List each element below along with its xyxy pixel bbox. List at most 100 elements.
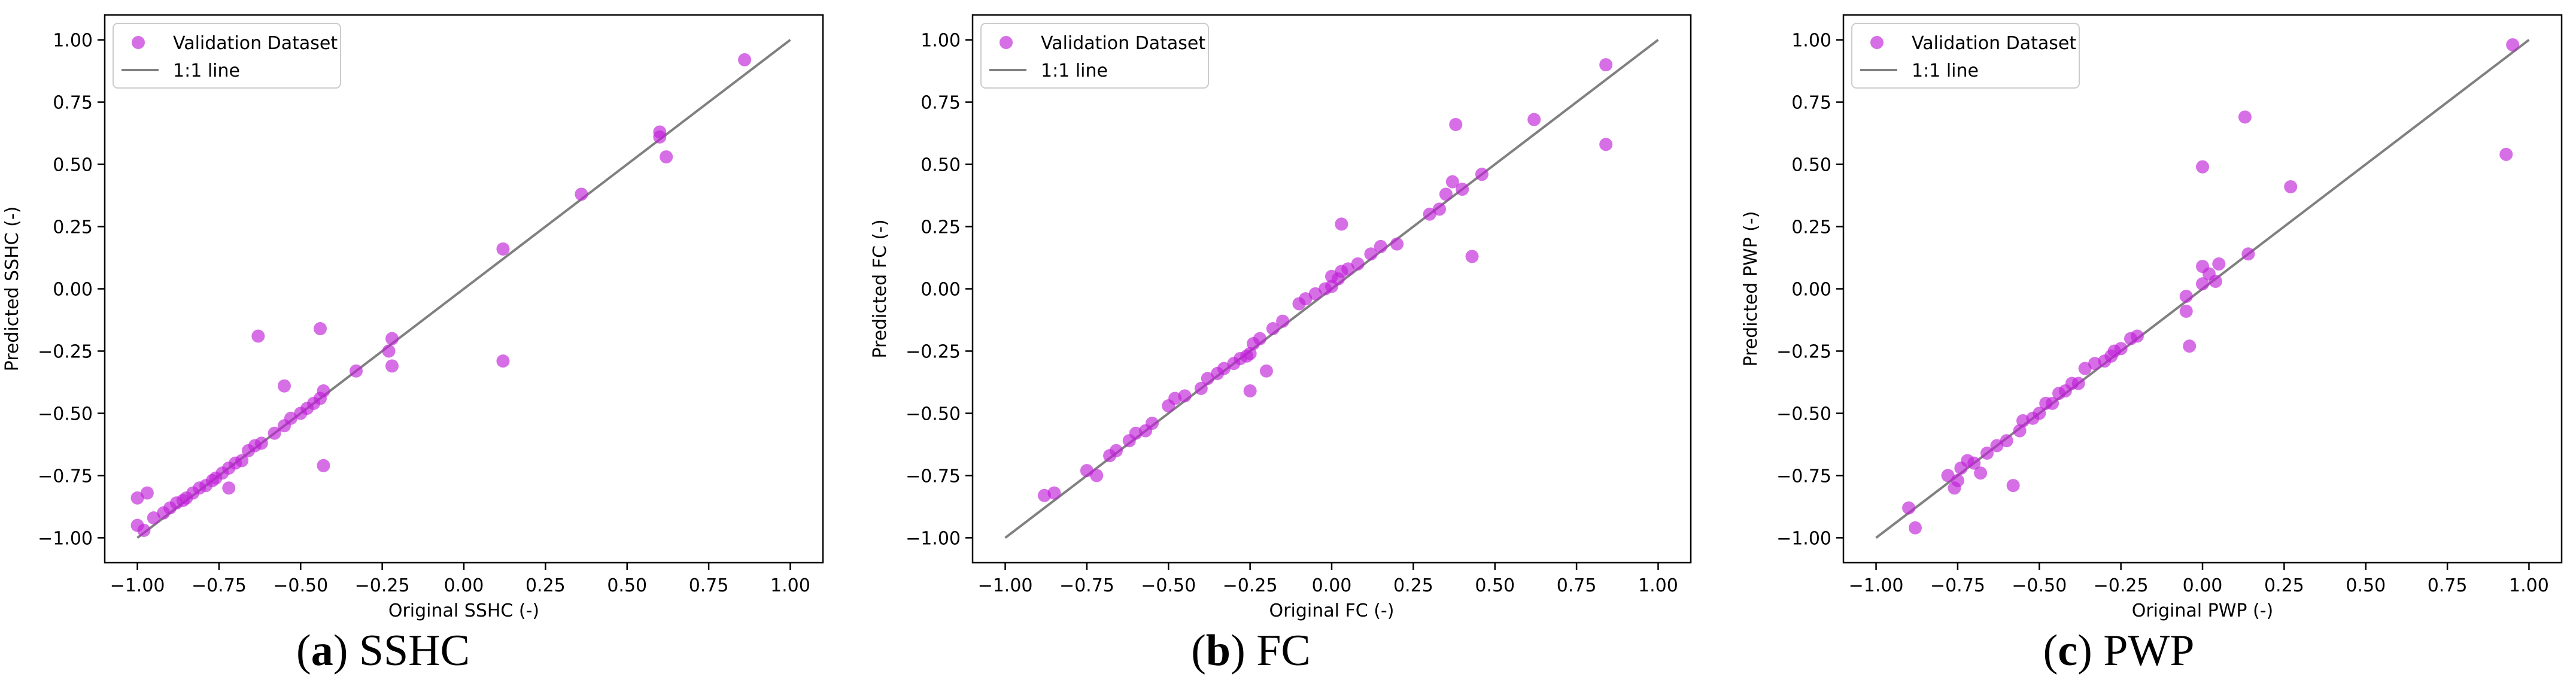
data-point bbox=[2499, 147, 2513, 161]
data-point bbox=[385, 359, 399, 373]
data-point bbox=[2000, 434, 2013, 448]
data-point bbox=[1080, 464, 1093, 478]
data-point bbox=[130, 491, 144, 505]
data-point bbox=[284, 411, 297, 425]
data-point bbox=[385, 332, 399, 345]
data-point bbox=[350, 364, 363, 378]
x-tick-label: −0.25 bbox=[1223, 575, 1278, 596]
data-point bbox=[1599, 58, 1613, 72]
y-tick-label: 0.00 bbox=[921, 280, 961, 301]
x-tick-label: 0.25 bbox=[2264, 575, 2304, 596]
x-tick-label: 0.00 bbox=[444, 575, 484, 596]
data-point bbox=[2284, 180, 2298, 193]
x-tick-label: −0.50 bbox=[1141, 575, 1196, 596]
legend-label-line: 1:1 line bbox=[173, 60, 240, 81]
data-point bbox=[1178, 389, 1192, 403]
data-point bbox=[382, 344, 396, 358]
legend-box bbox=[113, 23, 341, 89]
x-tick-label: 0.00 bbox=[2183, 575, 2223, 596]
data-point bbox=[1110, 444, 1123, 457]
data-point bbox=[2238, 110, 2252, 124]
data-point bbox=[1909, 521, 1922, 535]
legend-label-line: 1:1 line bbox=[1041, 60, 1108, 81]
data-point bbox=[2071, 377, 2085, 390]
data-point bbox=[1217, 362, 1231, 375]
y-tick-label: −0.50 bbox=[38, 403, 93, 424]
legend-marker-validation bbox=[1000, 36, 1013, 49]
x-axis-label: Original SSHC (-) bbox=[388, 600, 539, 621]
x-tick-label: 0.25 bbox=[525, 575, 566, 596]
data-point bbox=[1259, 364, 1273, 378]
data-point bbox=[2114, 342, 2128, 356]
x-tick-label: 0.50 bbox=[607, 575, 647, 596]
x-tick-label: 0.75 bbox=[1557, 575, 1597, 596]
legend-box bbox=[980, 23, 1209, 89]
data-point bbox=[1475, 168, 1489, 181]
data-point bbox=[1341, 262, 1355, 276]
data-point bbox=[2183, 339, 2197, 353]
data-point bbox=[1351, 257, 1365, 271]
data-point bbox=[1902, 501, 1916, 515]
data-point bbox=[2078, 362, 2092, 375]
legend-label-validation: Validation Dataset bbox=[1041, 33, 1205, 54]
data-point bbox=[254, 436, 268, 450]
data-point bbox=[1423, 207, 1436, 221]
panel-a: −1.00 −0.75 −0.50 −0.25 0.00 0.25 0.50 0.75 1.00… bbox=[2, 14, 824, 621]
caption-b-text: FC bbox=[1256, 626, 1311, 675]
data-point bbox=[2033, 406, 2046, 420]
y-tick-label: 1.00 bbox=[921, 31, 961, 51]
data-point bbox=[1276, 314, 1290, 328]
legend-marker-validation bbox=[1870, 36, 1884, 49]
panel-c: −1.00 −0.75 −0.50 −0.25 0.00 0.25 0.50 0.75 1.00… bbox=[1740, 14, 2563, 621]
x-tick-label: 0.00 bbox=[1312, 575, 1352, 596]
legend-label-validation: Validation Dataset bbox=[173, 33, 338, 54]
data-point bbox=[496, 242, 510, 256]
data-point bbox=[2179, 304, 2193, 318]
data-point bbox=[2046, 396, 2059, 410]
data-point bbox=[140, 486, 154, 500]
y-tick-label: 0.00 bbox=[1791, 280, 1831, 301]
x-tick-label: −1.00 bbox=[1849, 575, 1904, 596]
data-point bbox=[2196, 277, 2209, 291]
caption-a: (a) SSHC bbox=[296, 626, 470, 675]
y-tick-label: −0.25 bbox=[38, 341, 93, 362]
data-point bbox=[1335, 217, 1348, 231]
x-tick-label: 1.00 bbox=[770, 575, 810, 596]
data-point bbox=[1146, 417, 1159, 430]
data-point bbox=[317, 384, 330, 398]
y-axis-label: Predicted PWP (-) bbox=[1740, 211, 1761, 367]
data-point bbox=[1445, 175, 1459, 189]
caption-a-label: a bbox=[311, 626, 333, 675]
x-tick-label: 1.00 bbox=[2509, 575, 2549, 596]
y-tick-label: 0.00 bbox=[53, 280, 93, 301]
y-tick-label: −1.00 bbox=[38, 528, 93, 549]
x-tick-label: −1.00 bbox=[110, 575, 165, 596]
data-point bbox=[2241, 247, 2255, 261]
caption-b-label: b bbox=[1205, 626, 1231, 675]
data-point bbox=[1974, 466, 1988, 480]
y-tick-label: 0.75 bbox=[921, 93, 961, 114]
data-point bbox=[1253, 332, 1266, 345]
caption-c-label: c bbox=[2058, 626, 2078, 675]
y-tick-label: −0.75 bbox=[906, 466, 961, 487]
x-tick-label: 0.25 bbox=[1393, 575, 1433, 596]
data-point bbox=[147, 511, 160, 525]
data-point bbox=[1456, 183, 1469, 196]
y-tick-label: 1.00 bbox=[1791, 31, 1831, 51]
caption-c: (c) PWP bbox=[2043, 626, 2195, 675]
data-point bbox=[1599, 138, 1613, 151]
data-point bbox=[278, 379, 291, 393]
data-point bbox=[496, 354, 510, 368]
data-point bbox=[1951, 474, 1964, 487]
data-point bbox=[314, 322, 327, 336]
x-axis-label: Original PWP (-) bbox=[2132, 600, 2274, 621]
y-tick-label: 1.00 bbox=[53, 31, 93, 51]
data-point bbox=[1465, 250, 1479, 263]
data-point bbox=[1201, 372, 1214, 386]
data-point bbox=[1364, 247, 1378, 261]
legend-label-validation: Validation Dataset bbox=[1912, 33, 2076, 54]
data-point bbox=[1390, 237, 1404, 251]
data-point bbox=[2212, 257, 2226, 271]
y-tick-label: −0.25 bbox=[1776, 341, 1831, 362]
data-point bbox=[738, 53, 752, 66]
